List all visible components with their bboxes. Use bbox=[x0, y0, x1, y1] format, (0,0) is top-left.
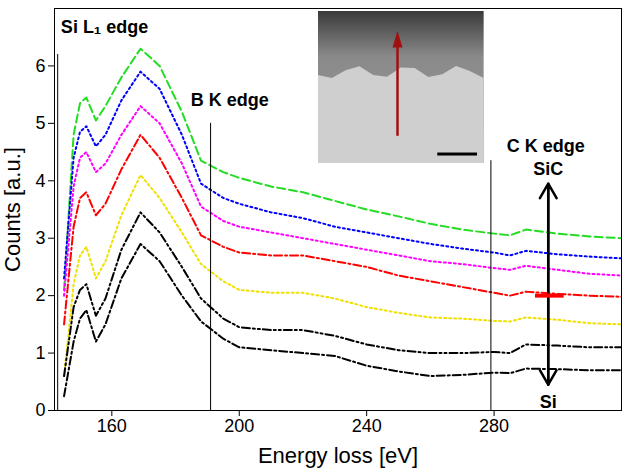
svg-text:6: 6 bbox=[35, 56, 45, 76]
svg-text:SiC: SiC bbox=[533, 159, 563, 179]
svg-text:B K edge: B K edge bbox=[191, 90, 269, 110]
svg-text:Si: Si bbox=[540, 392, 557, 412]
svg-text:C K edge: C K edge bbox=[507, 136, 585, 156]
svg-text:2: 2 bbox=[35, 285, 45, 305]
svg-text:Si L₁ edge: Si L₁ edge bbox=[61, 17, 148, 37]
svg-text:0: 0 bbox=[35, 400, 45, 420]
svg-text:3: 3 bbox=[35, 228, 45, 248]
svg-text:Counts [a.u.]: Counts [a.u.] bbox=[0, 147, 25, 272]
svg-text:1: 1 bbox=[35, 343, 45, 363]
svg-text:5: 5 bbox=[35, 113, 45, 133]
svg-text:280: 280 bbox=[479, 416, 509, 436]
svg-text:4: 4 bbox=[35, 171, 45, 191]
svg-text:Energy loss [eV]: Energy loss [eV] bbox=[258, 443, 418, 468]
svg-text:160: 160 bbox=[97, 416, 127, 436]
svg-text:200: 200 bbox=[224, 416, 254, 436]
svg-text:240: 240 bbox=[352, 416, 382, 436]
